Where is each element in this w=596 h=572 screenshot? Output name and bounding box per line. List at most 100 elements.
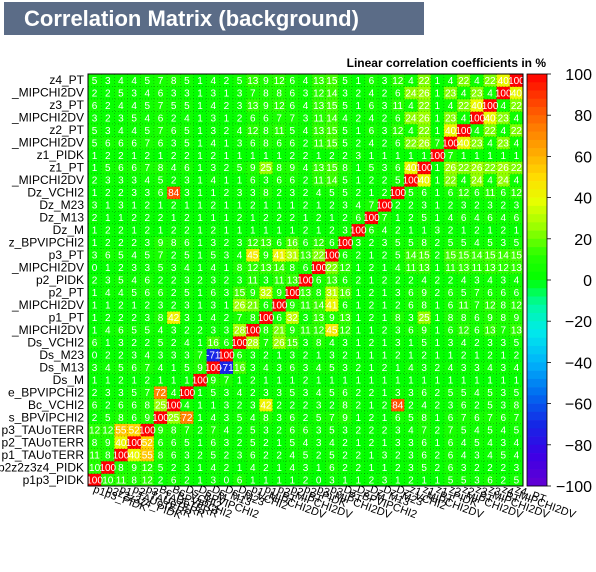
cell-value-label: 5 (237, 163, 243, 174)
cell-value-label: 1 (197, 288, 203, 299)
cell-value-label: 13 (313, 313, 325, 324)
heatmap-cell (298, 123, 313, 137)
heatmap-cell (140, 373, 155, 387)
cell-value-label: 3 (184, 351, 190, 362)
cell-value-label: 7 (500, 326, 506, 337)
cell-value-label: 4 (184, 263, 190, 274)
cell-value-label: 100 (205, 363, 222, 374)
cell-value-label: 2 (171, 151, 177, 162)
heatmap-cell (206, 148, 221, 162)
cell-value-label: 4 (237, 251, 243, 262)
y-tick-label: Ds_M13 (39, 360, 84, 374)
heatmap-cell (114, 211, 128, 225)
heatmap-cell (114, 461, 128, 474)
heatmap-cell (457, 286, 471, 300)
colorbar-swatch (527, 90, 547, 100)
heatmap-cell (483, 273, 497, 287)
cell-value-label: 55 (142, 450, 154, 461)
cell-value-label: 6 (158, 188, 164, 199)
heatmap-cell (180, 136, 194, 150)
cell-value-label: 8 (131, 475, 137, 486)
cell-value-label: 1 (316, 463, 322, 474)
cell-value-label: 9 (263, 251, 269, 262)
y-tick-label: _MIPCHI2DV (11, 261, 84, 275)
heatmap-cell (391, 411, 405, 424)
heatmap-cell (272, 448, 287, 462)
cell-value-label: 2 (408, 201, 414, 212)
heatmap-cell (378, 74, 392, 87)
cell-value-label: 13 (247, 101, 259, 112)
cell-value-label: 13 (287, 276, 299, 287)
cell-value-label: 3 (487, 201, 493, 212)
cell-value-label: 6 (263, 301, 269, 312)
heatmap-cell (430, 323, 445, 337)
cell-value-label: 1 (131, 301, 137, 312)
heatmap-cell (193, 298, 207, 312)
cell-value-label: 31 (326, 288, 338, 299)
heatmap-cell (298, 74, 313, 87)
cell-value-label: 5 (342, 188, 348, 199)
heatmap-cell (430, 136, 445, 150)
cell-value-label: 1 (276, 351, 282, 362)
heatmap-cell (351, 186, 366, 200)
heatmap-cell (246, 74, 260, 87)
cell-value-label: 1 (118, 213, 124, 224)
colorbar-tick-label: 20 (574, 232, 592, 249)
cell-value-label: 42 (168, 313, 180, 324)
cell-value-label: 1 (316, 226, 322, 237)
cell-value-label: 2 (158, 213, 164, 224)
heatmap-cell (285, 436, 300, 449)
heatmap-cell (219, 198, 234, 212)
heatmap-cell (233, 473, 247, 487)
cell-value-label: 5 (514, 425, 520, 436)
cell-value-label: 1 (276, 463, 282, 474)
cell-value-label: 3 (118, 338, 124, 349)
cell-value-label: 6 (290, 413, 296, 424)
cell-value-label: 4 (303, 163, 309, 174)
heatmap-cell (404, 461, 418, 474)
heatmap-cell (404, 473, 418, 487)
heatmap-cell (219, 436, 234, 449)
y-tick-label: p2_PIDK (36, 273, 84, 287)
cell-value-label: 2 (171, 338, 177, 349)
cell-value-label: 5 (342, 126, 348, 137)
heatmap-cell (417, 386, 432, 399)
colorbar-swatch (527, 428, 547, 437)
cell-value-label: 4 (329, 338, 335, 349)
heatmap-cell (457, 336, 471, 349)
plot-frame (87, 73, 524, 487)
heatmap-cell (167, 461, 181, 474)
cell-value-label: 9 (197, 363, 203, 374)
heatmap-cell (180, 236, 194, 250)
heatmap-cell (180, 286, 194, 300)
cell-value-label: 21 (274, 326, 286, 337)
cell-value-label: 15 (287, 338, 299, 349)
cell-value-label: 9 (158, 425, 164, 436)
cell-value-label: 4 (487, 276, 493, 287)
heatmap-cell (338, 248, 352, 262)
cell-value-label: 100 (350, 226, 367, 237)
heatmap-cell (470, 311, 484, 324)
heatmap-cell (114, 148, 128, 162)
cell-value-label: 2 (131, 338, 137, 349)
cell-value-label: 28 (247, 338, 259, 349)
heatmap-cell (391, 348, 405, 362)
cell-value-label: 1 (435, 338, 441, 349)
heatmap-cell (391, 361, 405, 374)
heatmap-cell (180, 86, 194, 100)
heatmap-cell (180, 473, 194, 487)
heatmap-cell (180, 348, 194, 362)
heatmap-cell (378, 473, 392, 487)
heatmap-cell (233, 448, 247, 462)
heatmap-cell (140, 173, 155, 187)
cell-value-label: 6 (171, 438, 177, 449)
cell-value-label: 41 (274, 251, 286, 262)
cell-value-label: 13 (300, 288, 312, 299)
heatmap-cell (457, 248, 471, 262)
heatmap-cell (272, 74, 287, 87)
heatmap-cell (180, 186, 194, 200)
cell-value-label: 6 (474, 413, 480, 424)
cell-value-label: 4 (210, 138, 216, 149)
heatmap-cell (114, 411, 128, 424)
cell-value-label: 12 (142, 463, 154, 474)
